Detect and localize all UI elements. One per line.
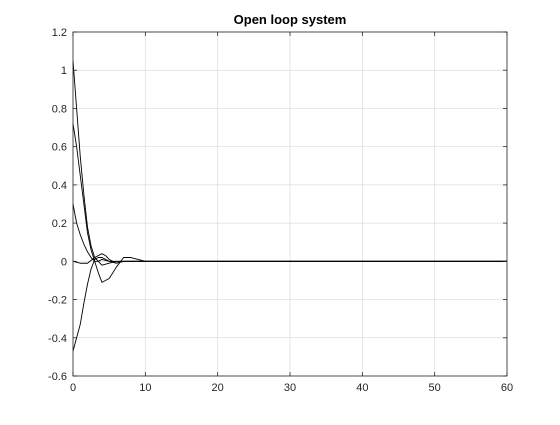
series-line-2 [72, 123, 507, 283]
y-tick-label: 0.6 [52, 142, 67, 154]
y-tick-label: -0.4 [48, 333, 67, 345]
series-group [72, 60, 507, 352]
y-tick-label: 1.2 [52, 27, 67, 39]
y-tick-label: 0.8 [52, 103, 67, 115]
y-tick-label: -0.6 [48, 371, 67, 383]
y-tick-label: 1 [61, 65, 67, 77]
y-tick-label: -0.2 [48, 295, 67, 307]
x-tick-label: 30 [284, 382, 296, 394]
series-line-5 [72, 253, 507, 264]
y-tick-label: 0.2 [52, 218, 67, 230]
x-tick-label: 10 [139, 382, 151, 394]
x-tick-label: 20 [212, 382, 224, 394]
x-tick-label: 60 [501, 382, 513, 394]
y-tick-label: 0 [61, 256, 67, 268]
x-tick-label: 40 [356, 382, 368, 394]
y-tick-label: 0.4 [52, 180, 67, 192]
chart-title: Open loop system [234, 12, 347, 27]
x-tick-label: 0 [70, 382, 76, 394]
ticks: 0 10 20 30 40 50 60 -0.6 -0.4 -0.2 0 0.2 0.4 0.6 0.8 1 1… [48, 27, 513, 394]
x-tick-label: 50 [429, 382, 441, 394]
